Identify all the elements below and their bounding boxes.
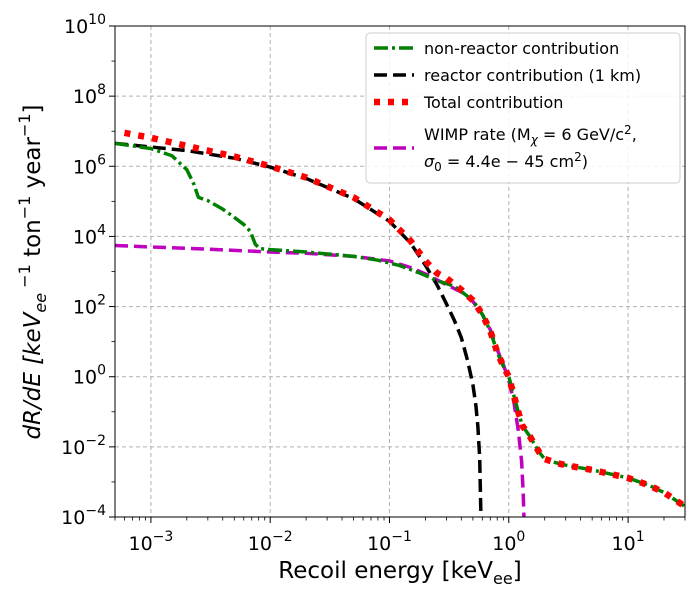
y-tick-label: 108 bbox=[73, 82, 106, 108]
plot-area bbox=[115, 129, 685, 517]
y-tick-label: 102 bbox=[73, 293, 106, 319]
y-tick-label: 100 bbox=[73, 363, 106, 389]
legend: non-reactor contribution reactor contrib… bbox=[365, 32, 681, 184]
y-tick-label: 10−4 bbox=[61, 503, 106, 529]
series-total bbox=[123, 129, 685, 510]
x-tick-label: 100 bbox=[492, 529, 525, 555]
legend-label-reactor: reactor contribution (1 km) bbox=[424, 66, 641, 85]
legend-box bbox=[365, 32, 681, 184]
series-group bbox=[115, 129, 685, 517]
x-tick-label: 10−3 bbox=[128, 529, 173, 555]
y-tick-label: 10−2 bbox=[61, 433, 106, 459]
y-tick-label: 1010 bbox=[64, 12, 106, 38]
y-axis-ticks: 10−4 10−2 100 102 104 106 108 1010 bbox=[61, 12, 115, 529]
series-wimp bbox=[115, 243, 526, 517]
y-axis-label: dR/dE [keVee −1 ton−1 year−1] bbox=[15, 104, 50, 439]
legend-label-wimp-line2: σ0 = 4.4e − 45 cm2) bbox=[424, 150, 588, 174]
legend-label-non-reactor: non-reactor contribution bbox=[424, 39, 619, 58]
x-tick-label: 10−1 bbox=[367, 529, 412, 555]
grid bbox=[115, 26, 685, 517]
x-tick-label: 101 bbox=[612, 529, 645, 555]
x-axis-label: Recoil energy [keVee] bbox=[278, 558, 521, 588]
legend-label-total: Total contribution bbox=[423, 93, 563, 112]
legend-label-wimp-line1: WIMP rate (Mχ = 6 GeV/c2, bbox=[424, 123, 637, 147]
x-axis-ticks: 10−3 10−2 10−1 100 101 bbox=[114, 517, 686, 555]
y-tick-label: 104 bbox=[73, 222, 106, 248]
series-non-reactor bbox=[115, 141, 685, 508]
y-tick-label: 106 bbox=[73, 152, 106, 178]
x-tick-label: 10−2 bbox=[248, 529, 293, 555]
